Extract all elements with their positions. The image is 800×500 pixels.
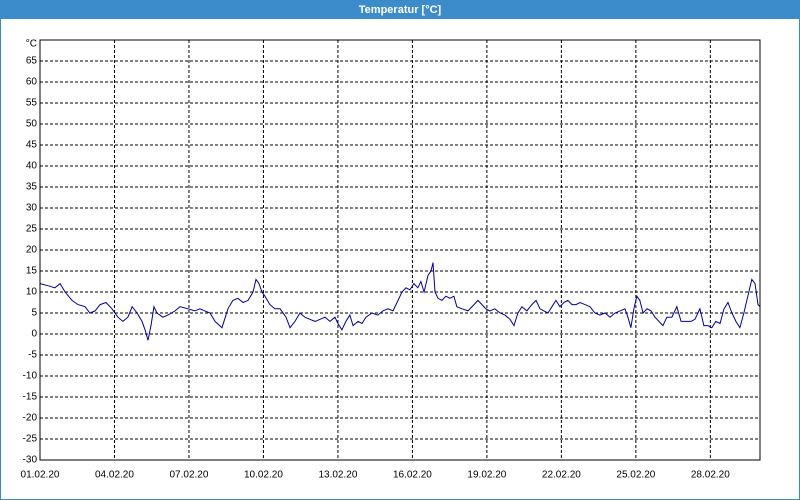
x-tick-label: 28.02.20 xyxy=(691,470,730,481)
y-tick-label: 65 xyxy=(26,56,38,67)
x-tick-label: 22.02.20 xyxy=(542,470,581,481)
temperature-line xyxy=(39,262,761,341)
x-tick-label: 16.02.20 xyxy=(393,470,432,481)
y-tick-label: 5 xyxy=(31,308,37,319)
y-tick-label: -10 xyxy=(23,371,38,382)
y-tick-label: -15 xyxy=(23,392,38,403)
y-tick-label: -25 xyxy=(23,434,38,445)
y-tick-label: 45 xyxy=(26,140,38,151)
y-tick-label: -5 xyxy=(28,350,37,361)
y-tick-label: 60 xyxy=(26,77,38,88)
y-tick-label: 35 xyxy=(26,182,38,193)
y-tick-label: 40 xyxy=(26,161,38,172)
y-tick-label: 50 xyxy=(26,119,38,130)
y-tick-label: -20 xyxy=(23,413,38,424)
y-tick-label: 10 xyxy=(26,287,38,298)
x-tick-label: 01.02.20 xyxy=(21,470,60,481)
plot-border xyxy=(39,39,761,461)
x-tick-label: 25.02.20 xyxy=(616,470,655,481)
x-tick-label: 19.02.20 xyxy=(467,470,506,481)
x-tick-label: 10.02.20 xyxy=(244,470,283,481)
y-tick-label: 30 xyxy=(26,203,38,214)
x-tick-label: 13.02.20 xyxy=(318,470,357,481)
y-tick-label: 15 xyxy=(26,266,38,277)
y-tick-label: 20 xyxy=(26,245,38,256)
y-tick-label: -30 xyxy=(23,455,38,466)
y-unit: °C xyxy=(26,39,37,50)
y-tick-label: 0 xyxy=(31,329,37,340)
title-bar: Temperatur [°C] xyxy=(1,1,799,19)
x-tick-label: 04.02.20 xyxy=(95,470,134,481)
y-tick-label: 25 xyxy=(26,224,38,235)
x-tick-label: 07.02.20 xyxy=(169,470,208,481)
y-tick-label: 55 xyxy=(26,98,38,109)
